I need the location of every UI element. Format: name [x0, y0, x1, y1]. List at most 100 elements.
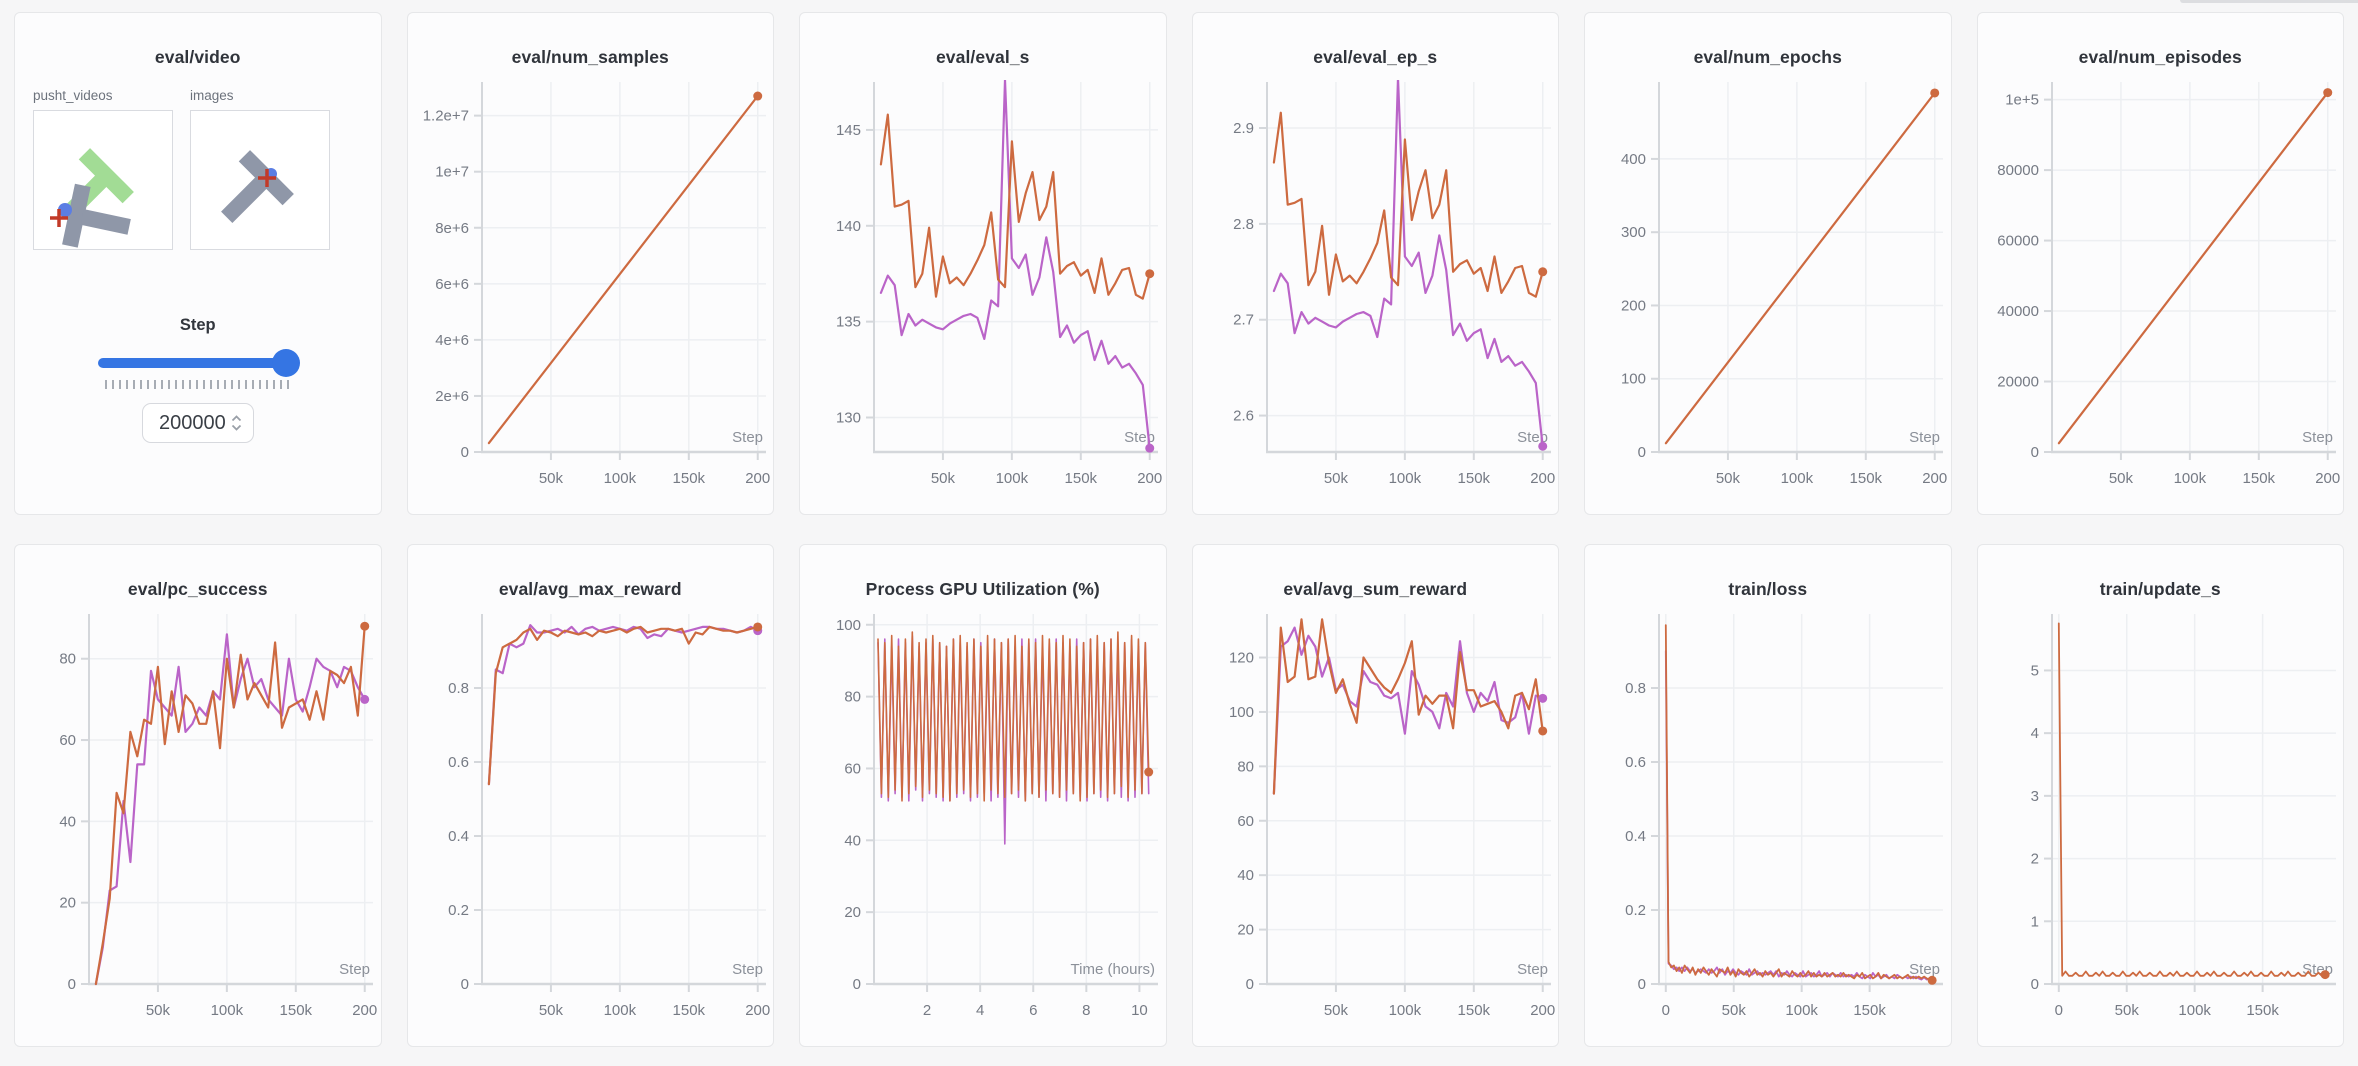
x-tick-label: 150k [672, 470, 705, 487]
y-tick-label: 2.7 [1233, 312, 1254, 329]
x-tick-label: 200 [1922, 470, 1947, 487]
x-tick-label: 150k [672, 1002, 705, 1019]
y-tick-label: 0.2 [448, 902, 469, 919]
chart-title: eval/eval_ep_s [1313, 47, 1438, 67]
images-thumbnail[interactable] [190, 110, 330, 250]
step-input[interactable] [153, 411, 226, 435]
y-tick-label: 0.2 [1625, 902, 1646, 919]
target-cross-icon [258, 169, 276, 187]
x-tick-label: 200 [745, 470, 770, 487]
y-tick-label: 20 [59, 895, 76, 912]
chart-plot[interactable]: 0 20000 40000 60000 80000 1e+5 50k 100k 150k 200 S… [1978, 74, 2345, 510]
y-tick-label: 1e+7 [435, 164, 469, 181]
y-tick-label: 120 [1228, 650, 1253, 667]
chart-plot[interactable]: 0 0.2 0.4 0.6 0.8 0 50k 100k 150k Step [1585, 606, 1952, 1042]
x-tick-label: 50k [931, 470, 956, 487]
y-tick-label: 0 [68, 976, 76, 993]
target-cross-icon [50, 209, 68, 227]
series-end-dot-run-orange [1537, 267, 1547, 277]
series-end-dot-run-orange [1927, 975, 1937, 985]
y-tick-label: 20 [1237, 922, 1254, 939]
x-tick-label: 0 [1662, 1002, 1670, 1019]
y-tick-label: 5 [2030, 662, 2038, 679]
x-tick-label: 150k [1065, 470, 1098, 487]
y-tick-label: 0 [2030, 444, 2038, 461]
chart-panel: eval/num_epochs 0 100 200 300 400 50k 100k 150k 2… [1584, 12, 1952, 515]
x-tick-label: 50k [146, 1002, 171, 1019]
x-tick-label: 50k [538, 470, 563, 487]
chart-plot[interactable]: 130 135 140 145 50k 100k 150k 200 Step [800, 74, 1167, 510]
step-steppers[interactable] [231, 415, 242, 431]
y-tick-label: 40 [59, 813, 76, 830]
step-slider[interactable] [97, 349, 300, 377]
y-tick-label: 2 [2030, 851, 2038, 868]
chart-plot[interactable]: 0 2e+6 4e+6 6e+6 8e+6 1e+7 1.2e+7 50k 100k 150k 20… [408, 74, 775, 510]
chevron-down-icon[interactable] [231, 424, 242, 431]
chart-plot[interactable]: 0 100 200 300 400 50k 100k 150k 200 Step [1585, 74, 1952, 510]
x-axis-label: Time (hours) [1071, 961, 1155, 978]
chart-title: eval/num_samples [511, 47, 669, 67]
y-tick-label: 80 [1237, 758, 1254, 775]
y-tick-label: 140 [836, 218, 861, 235]
series-line-run-orange [1272, 111, 1544, 298]
step-slider-thumb[interactable] [271, 349, 300, 377]
x-tick-label: 100k [1785, 1002, 1818, 1019]
chart-panel: train/loss 0 0.2 0.4 0.6 0.8 0 50k 100k 150k Step [1584, 544, 1952, 1047]
x-tick-label: 50k [1722, 1002, 1747, 1019]
chart-title: eval/num_episodes [2078, 47, 2242, 67]
y-tick-label: 0.6 [448, 754, 469, 771]
chart-title: eval/avg_max_reward [498, 579, 682, 599]
x-tick-label: 150k [1457, 1002, 1490, 1019]
y-tick-label: 2e+6 [435, 388, 469, 405]
series-end-dot-run-orange [1930, 88, 1940, 98]
series-end-dot-run-orange [1145, 269, 1155, 279]
y-tick-label: 0 [853, 976, 861, 993]
x-tick-label: 200 [745, 1002, 770, 1019]
series-end-dot-run-orange [752, 91, 762, 101]
series-end-dot-run-orange [2322, 88, 2332, 98]
series-line-run-purple [1664, 650, 1934, 981]
y-tick-label: 60 [1237, 813, 1254, 830]
x-tick-label: 50k [538, 1002, 563, 1019]
x-axis-label: Step [1517, 961, 1548, 978]
pusht-image-render [221, 150, 294, 223]
series-end-dot-run-purple [1145, 443, 1155, 453]
agent-dot [58, 203, 72, 217]
chart-panel: eval/avg_max_reward 0 0.2 0.4 0.6 0.8 50k 100k 1… [406, 544, 775, 1047]
series-line-run-orange [1272, 618, 1544, 795]
step-slider-track[interactable] [97, 358, 298, 368]
x-tick-label: 200 [1530, 1002, 1555, 1019]
chart-panel: eval/eval_ep_s 2.6 2.7 2.8 2.9 50k 100k 150k 200… [1191, 12, 1560, 515]
x-tick-label: 2 [923, 1002, 931, 1019]
x-tick-label: 0 [2054, 1002, 2062, 1019]
video-panel: eval/video pusht_videos [14, 12, 382, 515]
media-label-images: images [190, 88, 234, 103]
x-axis-label: Step [2302, 429, 2333, 446]
chart-panel: eval/num_episodes 0 20000 40000 60000 80000 1e… [1976, 12, 2345, 515]
x-tick-label: 100k [996, 470, 1029, 487]
x-tick-label: 50k [2114, 1002, 2139, 1019]
x-tick-label: 150k [2242, 470, 2275, 487]
chart-plot[interactable]: 0 0.2 0.4 0.6 0.8 50k 100k 150k 200 Step [408, 606, 775, 1042]
x-tick-label: 100k [211, 1002, 244, 1019]
y-tick-label: 100 [836, 617, 861, 634]
y-tick-label: 40 [1237, 867, 1254, 884]
x-tick-label: 100k [603, 1002, 636, 1019]
pusht-video-thumbnail[interactable] [33, 110, 173, 250]
x-axis-label: Step [1909, 961, 1940, 978]
series-line-run-purple [94, 633, 366, 986]
y-tick-label: 0 [460, 976, 468, 993]
gray-t-shape [62, 183, 131, 248]
chart-plot[interactable]: 0 20 40 60 80 50k 100k 150k 200 Step [15, 606, 382, 1042]
y-tick-label: 80 [844, 689, 861, 706]
y-tick-label: 3 [2030, 788, 2038, 805]
chart-plot[interactable]: 0 20 40 60 80 100 2 4 6 8 10 Time (hours) [800, 606, 1167, 1042]
chart-plot[interactable]: 0 20 40 60 80 100 120 50k 100k 150k 200 Step [1193, 606, 1560, 1042]
x-tick-label: 8 [1082, 1002, 1090, 1019]
chevron-up-icon[interactable] [231, 415, 242, 422]
step-input-box[interactable] [141, 403, 254, 443]
y-tick-label: 1e+5 [2005, 92, 2039, 109]
x-tick-label: 150k [280, 1002, 313, 1019]
